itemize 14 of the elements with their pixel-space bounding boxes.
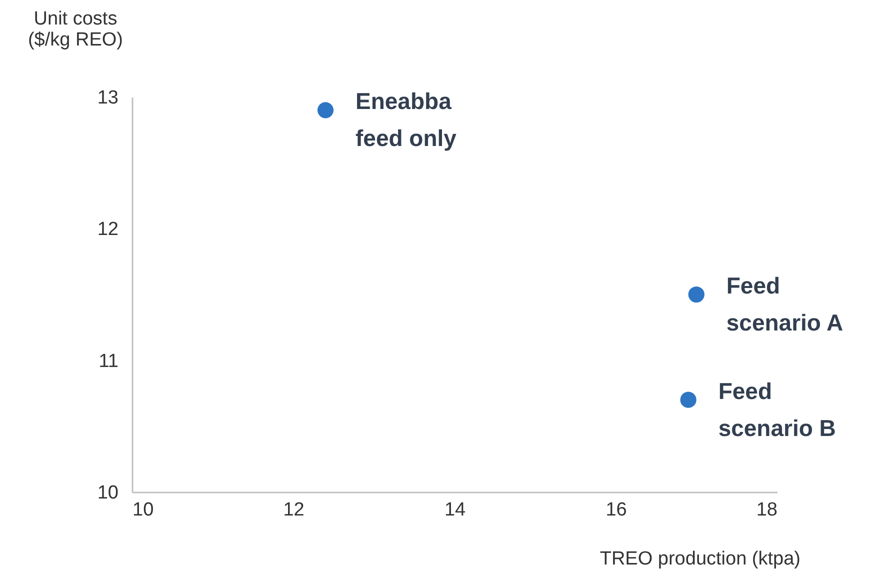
annotation: Feed scenario A bbox=[726, 272, 844, 336]
x-tick-label: 16 bbox=[606, 500, 627, 520]
y-tick-label: 13 bbox=[97, 88, 118, 108]
x-tick-label: 10 bbox=[132, 500, 154, 520]
y-tick-label: 10 bbox=[97, 482, 118, 504]
x-axis-title: TREO production (ktpa) bbox=[600, 548, 800, 570]
y-tick-label: 12 bbox=[97, 219, 118, 240]
annotation: Feed scenario B bbox=[718, 378, 836, 441]
x-tick-label: 12 bbox=[283, 500, 304, 520]
y-axis-title: Unit costs ($/kg REO) bbox=[28, 8, 124, 50]
x-tick-label: 18 bbox=[756, 500, 778, 520]
x-tick-label: 14 bbox=[444, 500, 466, 520]
y-tick-label: 11 bbox=[98, 350, 118, 372]
annotation: Eneabba feed only bbox=[356, 88, 457, 152]
